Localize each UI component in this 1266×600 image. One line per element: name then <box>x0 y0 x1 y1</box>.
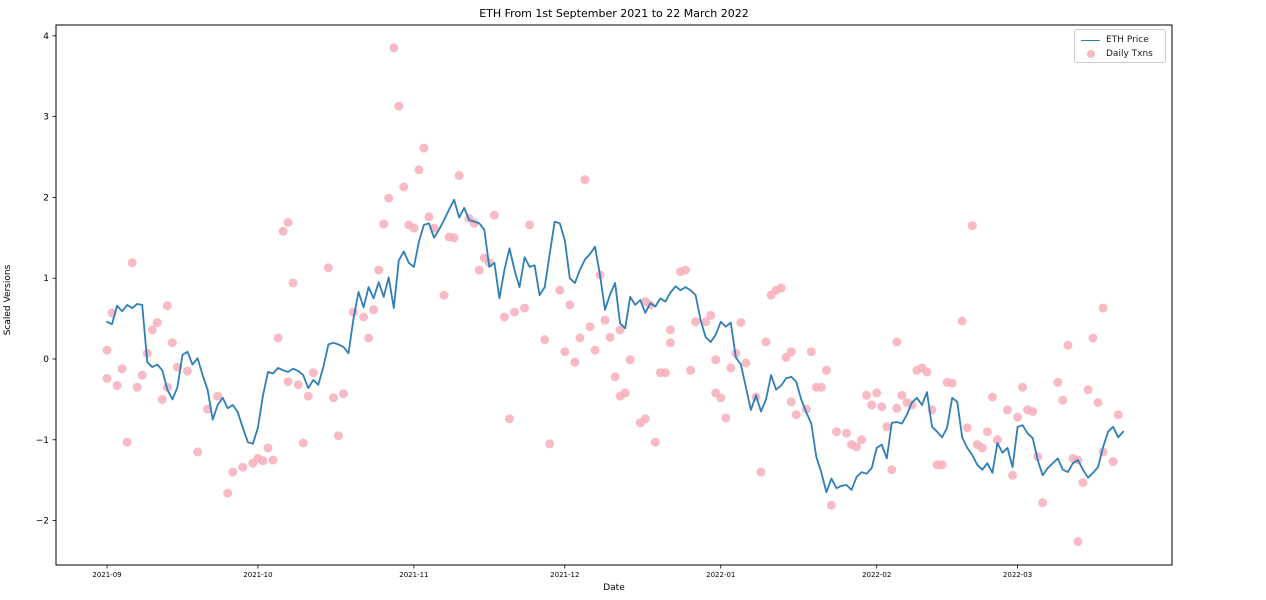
svg-text:2: 2 <box>43 193 49 203</box>
plot-border <box>55 24 1173 566</box>
svg-text:4: 4 <box>43 32 49 42</box>
axis-tick-labels: 2021-09 2021-10 2021-11 2021-12 2022-01 2022-… <box>36 32 1032 579</box>
x-axis-label: Date <box>603 583 625 593</box>
dot-swatch-icon <box>1081 50 1100 58</box>
svg-text:0: 0 <box>43 355 49 365</box>
legend-item-eth-price: ETH Price <box>1081 33 1159 47</box>
svg-text:−2: −2 <box>36 517 49 527</box>
legend-item-daily-txns: Daily Txns <box>1081 47 1159 61</box>
daily-txns-points <box>102 43 1123 547</box>
line-swatch-icon <box>1081 39 1100 41</box>
svg-text:2022-01: 2022-01 <box>706 571 735 579</box>
svg-text:3: 3 <box>43 113 49 123</box>
svg-text:1: 1 <box>43 274 49 284</box>
legend-label: Daily Txns <box>1106 49 1153 59</box>
y-axis-label: Scaled Versions <box>3 264 13 336</box>
legend-label: ETH Price <box>1106 35 1149 45</box>
legend: ETH Price Daily Txns <box>1074 29 1166 63</box>
eth-price-line <box>106 198 1125 494</box>
svg-text:2022-03: 2022-03 <box>1003 571 1032 579</box>
svg-text:2021-12: 2021-12 <box>550 571 579 579</box>
svg-text:2021-10: 2021-10 <box>243 571 272 579</box>
axis-ticks <box>52 35 1018 569</box>
chart-title: ETH From 1st September 2021 to 22 March … <box>479 7 749 20</box>
svg-text:2022-02: 2022-02 <box>862 571 891 579</box>
svg-text:2021-09: 2021-09 <box>92 571 121 579</box>
svg-text:2021-11: 2021-11 <box>399 571 428 579</box>
svg-text:−1: −1 <box>36 436 49 446</box>
